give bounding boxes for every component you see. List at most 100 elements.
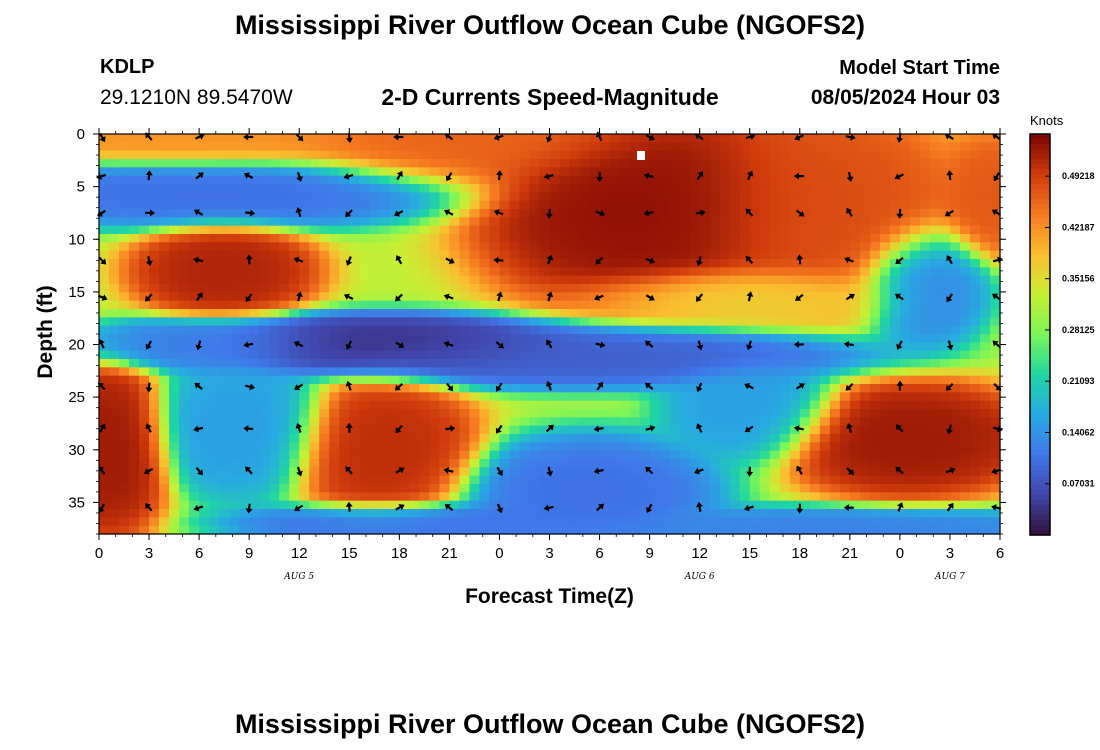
colorbar-segment (1030, 334, 1050, 341)
heatmap-cell (619, 525, 631, 535)
heatmap-cell (249, 409, 260, 418)
heatmap-cell (349, 417, 360, 427)
heatmap-cell (339, 325, 350, 335)
heatmap-cell (179, 200, 190, 210)
heatmap-cell (389, 509, 400, 518)
heatmap-cell (469, 209, 481, 218)
heatmap-cell (899, 284, 911, 293)
heatmap-cell (609, 275, 621, 285)
heatmap-cell (799, 317, 811, 327)
heatmap-cell (569, 275, 581, 285)
heatmap-cell (499, 317, 511, 327)
heatmap-cell (169, 500, 180, 510)
heatmap-cell (679, 284, 691, 293)
heatmap-cell (689, 434, 701, 443)
heatmap-cell (489, 250, 501, 260)
heatmap-cell (279, 425, 290, 435)
heatmap-cell (139, 434, 150, 443)
heatmap-cell (609, 300, 621, 310)
heatmap-cell (449, 134, 460, 143)
heatmap-cell (449, 225, 460, 235)
heatmap-cell (899, 250, 911, 260)
heatmap-cell (679, 409, 691, 418)
heatmap-cell (859, 242, 871, 252)
heatmap-cell (169, 350, 180, 360)
heatmap-cell (429, 442, 440, 452)
model-start-label: Model Start Time (839, 57, 1000, 79)
heatmap-cell (249, 500, 260, 510)
heatmap-cell (469, 392, 481, 402)
heatmap-cell (599, 367, 611, 377)
heatmap-cell (849, 425, 861, 435)
heatmap-cell (829, 400, 841, 410)
heatmap-cell (219, 350, 230, 360)
heatmap-cell (559, 342, 571, 352)
heatmap-cell (949, 300, 961, 310)
heatmap-cell (369, 242, 380, 252)
heatmap-cell (649, 225, 661, 235)
heatmap-cell (799, 267, 811, 277)
heatmap-cell (969, 217, 981, 227)
heatmap-cell (289, 225, 300, 235)
heatmap-cell (929, 234, 941, 243)
heatmap-cell (749, 409, 761, 418)
current-arrow (694, 133, 704, 141)
heatmap-cell (889, 509, 901, 518)
heatmap-cell (789, 275, 801, 285)
heatmap-cell (959, 467, 971, 477)
heatmap-cell (879, 284, 891, 293)
heatmap-cell (439, 142, 450, 152)
heatmap-cell (319, 392, 330, 402)
heatmap-cell (769, 425, 781, 435)
current-arrow (796, 503, 804, 514)
heatmap-cell (909, 267, 921, 277)
current-arrow (545, 424, 554, 433)
heatmap-cell (709, 475, 721, 485)
heatmap-cell (459, 367, 471, 377)
heatmap-cell (579, 175, 591, 185)
heatmap-cell (189, 259, 200, 268)
heatmap-cell (569, 184, 581, 193)
heatmap-cell (179, 134, 190, 143)
heatmap-cell (419, 342, 430, 352)
heatmap-cell (909, 517, 921, 527)
heatmap-cell (729, 350, 741, 360)
heatmap-cell (539, 384, 551, 393)
heatmap-cell (339, 309, 350, 318)
heatmap-cell (249, 509, 260, 518)
heatmap-cell (579, 325, 591, 335)
heatmap-cell (389, 192, 400, 202)
heatmap-cell (469, 459, 481, 468)
heatmap-cell (769, 175, 781, 185)
heatmap-cell (469, 225, 481, 235)
heatmap-cell (349, 525, 360, 535)
heatmap-cell (119, 434, 130, 443)
heatmap-cell (939, 200, 951, 210)
heatmap-cell (559, 442, 571, 452)
heatmap-cell (449, 175, 460, 185)
heatmap-cell (299, 384, 310, 393)
heatmap-cell (139, 217, 150, 227)
heatmap-cell (789, 234, 801, 243)
heatmap-cell (569, 459, 581, 468)
heatmap-cell (439, 192, 450, 202)
heatmap-cell (589, 409, 601, 418)
heatmap-cell (199, 492, 210, 502)
heatmap-cell (939, 375, 951, 385)
heatmap-cell (989, 225, 1001, 235)
heatmap-cell (179, 484, 190, 493)
heatmap-cell (789, 192, 801, 202)
colorbar-segment (1030, 179, 1050, 185)
heatmap-cell (399, 417, 410, 427)
heatmap-cell (649, 284, 661, 293)
heatmap-cell (489, 384, 501, 393)
heatmap-cell (839, 259, 851, 268)
heatmap-cell (579, 425, 591, 435)
heatmap-cell (519, 175, 531, 185)
x-axis-ticks: 0 3 6 9 12 15 18 21 0 3 6 9 12 15 18 21 0 3 6 (95, 128, 1004, 562)
heatmap-cell (139, 292, 150, 302)
heatmap-cell (889, 292, 901, 302)
heatmap-cell (519, 509, 531, 518)
heatmap-cell (979, 209, 991, 218)
heatmap-cell (889, 200, 901, 210)
